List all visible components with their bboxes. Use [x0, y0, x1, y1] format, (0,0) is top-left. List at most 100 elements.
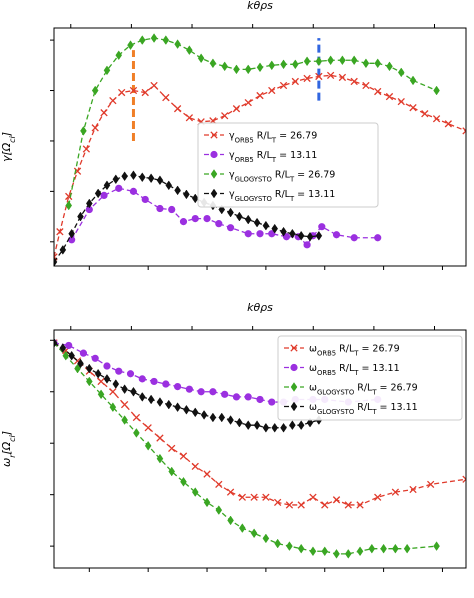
data-point	[297, 230, 305, 241]
data-point	[315, 56, 323, 67]
legend-entry: ωORB5​ R/LT​ = 26.79	[284, 344, 400, 358]
data-point	[150, 81, 158, 90]
data-point	[421, 110, 429, 118]
data-point	[79, 349, 88, 357]
data-point	[120, 400, 129, 409]
data-point	[303, 241, 311, 249]
data-point	[244, 98, 252, 107]
legend-marker	[290, 401, 298, 412]
data-point	[156, 175, 164, 186]
data-point	[282, 233, 291, 241]
axes-frame	[53, 27, 467, 267]
data-point	[374, 58, 382, 69]
data-point	[130, 386, 137, 397]
data-point	[103, 362, 111, 370]
series-1	[54, 339, 466, 509]
legend-label: ωORB5​ R/LT​ = 13.11	[309, 363, 400, 377]
data-point	[238, 493, 247, 501]
data-point	[86, 363, 93, 374]
legend: ωORB5​ R/LT​ = 26.79 ωORB5​ R/LT​ = 13.11…	[277, 335, 463, 421]
data-point	[462, 127, 466, 135]
data-point	[197, 388, 205, 396]
data-point	[218, 204, 226, 215]
data-point	[409, 485, 417, 494]
data-point	[209, 412, 217, 423]
data-point	[109, 402, 117, 413]
data-point	[315, 230, 323, 241]
data-point	[115, 50, 123, 61]
data-point	[236, 211, 243, 222]
data-point	[221, 61, 228, 72]
data-point	[59, 343, 67, 353]
data-point	[191, 193, 199, 204]
data-point	[197, 53, 205, 64]
data-point	[133, 428, 140, 438]
data-point	[380, 543, 387, 554]
data-point	[94, 188, 102, 199]
series-4	[54, 338, 323, 433]
data-point	[168, 466, 176, 477]
data-point	[227, 415, 234, 425]
data-point	[344, 501, 352, 509]
series-3	[65, 33, 440, 211]
legend-marker	[210, 188, 218, 199]
plot-area	[54, 33, 466, 266]
y-axis-label: ωr​[Ωci​]	[0, 431, 17, 467]
data-point	[362, 81, 370, 90]
data-point	[256, 395, 264, 404]
data-point	[183, 189, 190, 200]
data-point	[271, 223, 279, 234]
data-point	[138, 375, 146, 383]
data-point	[397, 97, 405, 106]
data-point	[279, 81, 288, 90]
data-point	[118, 88, 126, 97]
legend-label: ωGLOGYSTO​ R/LT​ = 13.11	[309, 402, 418, 416]
legend-entry: ωORB5​ R/LT​ = 13.11	[284, 363, 400, 377]
data-point	[132, 413, 141, 422]
data-point	[309, 546, 317, 557]
data-point	[256, 91, 264, 100]
data-point	[68, 350, 75, 361]
legend-marker	[210, 131, 218, 139]
data-point	[262, 533, 270, 544]
data-point	[218, 412, 226, 423]
data-point	[462, 475, 466, 483]
data-point	[86, 198, 93, 209]
data-point	[326, 71, 335, 80]
data-point	[186, 45, 193, 56]
data-point	[65, 200, 73, 211]
data-point	[141, 195, 149, 204]
data-point	[339, 55, 346, 66]
data-point	[74, 363, 81, 374]
data-point	[291, 77, 299, 86]
legend-label: γGLOGYSTO​ R/LT​ = 13.11	[229, 189, 335, 203]
data-point	[321, 501, 329, 509]
data-point	[183, 404, 190, 415]
legend-entry: γORB5​ R/LT​ = 26.79	[204, 131, 317, 145]
data-point	[239, 523, 246, 533]
legend-entry: γGLOGYSTO​ R/LT​ = 26.79	[204, 169, 335, 184]
data-point	[262, 493, 270, 501]
data-point	[80, 126, 87, 136]
series-4	[54, 170, 323, 266]
data-point	[268, 86, 276, 95]
data-point	[350, 234, 358, 242]
data-point	[391, 488, 400, 496]
data-point	[332, 496, 341, 504]
data-point	[126, 370, 135, 378]
data-point	[147, 173, 155, 184]
data-point	[215, 480, 223, 489]
data-point	[362, 58, 370, 69]
data-point	[273, 498, 282, 507]
data-point	[165, 399, 173, 410]
data-point	[86, 376, 93, 387]
data-point	[271, 422, 279, 433]
data-point	[174, 402, 181, 413]
data-point	[62, 350, 70, 361]
data-point	[191, 215, 199, 223]
legend-marker	[210, 169, 218, 179]
data-point	[127, 40, 134, 50]
data-point	[191, 462, 199, 471]
data-point	[112, 379, 120, 389]
